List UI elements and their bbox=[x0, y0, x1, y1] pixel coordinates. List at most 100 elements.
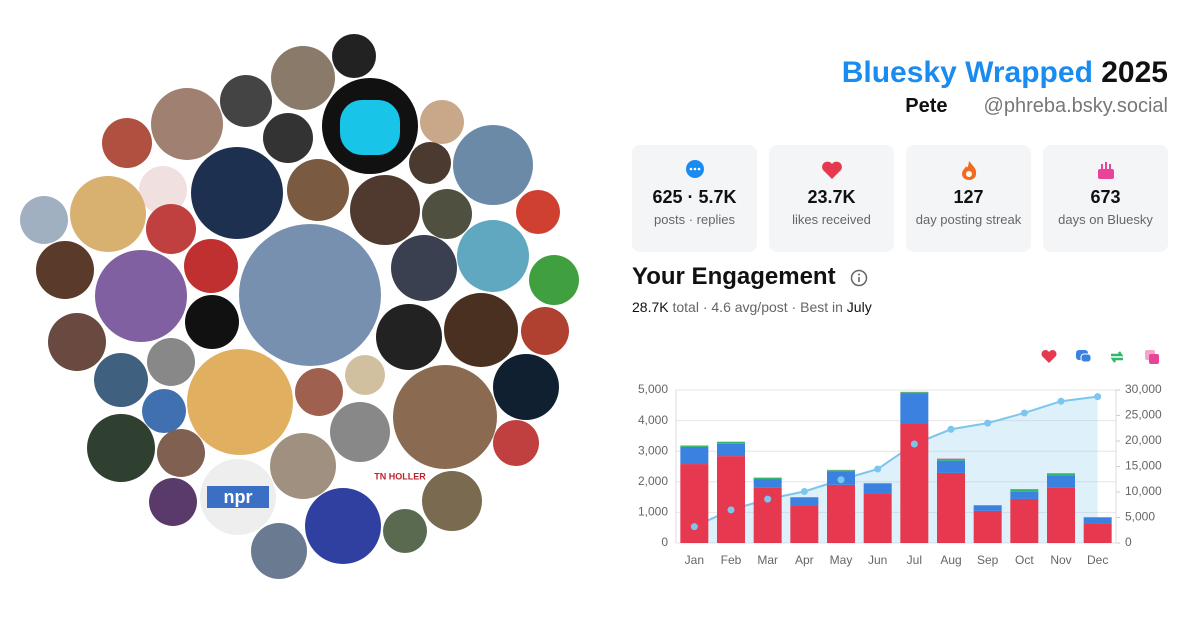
engagement-text: total · 4.6 avg/post · Best in bbox=[672, 299, 843, 315]
line-point bbox=[984, 419, 992, 427]
avatar bbox=[420, 100, 464, 144]
stat-icon bbox=[961, 161, 976, 180]
avatar bbox=[376, 304, 442, 370]
avatar bbox=[146, 204, 196, 254]
stat-icon bbox=[1097, 162, 1114, 179]
legend-icons bbox=[1041, 349, 1159, 364]
line-point bbox=[1020, 409, 1028, 417]
avatar bbox=[139, 166, 187, 214]
bar-segment bbox=[827, 484, 855, 543]
avatar-label: TN HOLLER bbox=[374, 471, 426, 481]
y-tick-label: 5,000 bbox=[638, 382, 668, 396]
line-point bbox=[690, 523, 698, 531]
engagement-summary: 28.7K total · 4.6 avg/post · Best in Jul… bbox=[632, 299, 872, 315]
stat-label: posts · replies bbox=[654, 212, 735, 227]
stat-label: day posting streak bbox=[915, 212, 1022, 227]
y-tick-label: 3,000 bbox=[638, 443, 668, 457]
y-tick-label: 4,000 bbox=[638, 413, 668, 427]
bar-segment bbox=[937, 458, 965, 461]
bar-segment bbox=[790, 498, 819, 506]
user-name: Pete bbox=[905, 95, 948, 117]
x-tick-label: Nov bbox=[1050, 553, 1071, 567]
avatar bbox=[36, 241, 94, 299]
legend-likes-icon bbox=[1041, 349, 1057, 363]
bar-segment bbox=[680, 464, 709, 543]
line-point bbox=[874, 465, 882, 473]
info-icon[interactable] bbox=[850, 269, 868, 287]
bar-segment bbox=[1047, 487, 1075, 543]
y2-tick-label: 20,000 bbox=[1125, 433, 1162, 447]
avatar bbox=[287, 159, 349, 221]
avatar bbox=[87, 414, 155, 482]
stat-card: 23.7K likes received bbox=[769, 145, 894, 252]
bar-segment bbox=[863, 493, 892, 543]
bar-segment bbox=[937, 472, 965, 543]
stat-value: 23.7K bbox=[807, 187, 856, 207]
bar-segment bbox=[973, 510, 1002, 543]
avatar bbox=[350, 175, 420, 245]
bar-segment bbox=[863, 483, 892, 494]
avatar bbox=[102, 118, 152, 168]
avatar bbox=[330, 402, 390, 462]
avatar bbox=[345, 355, 385, 395]
line-point bbox=[727, 506, 735, 514]
bar-segment bbox=[1083, 517, 1112, 524]
avatar bbox=[271, 46, 335, 110]
avatar bbox=[516, 190, 560, 234]
legend-replies-icon-2 bbox=[1080, 353, 1092, 363]
avatar bbox=[184, 239, 238, 293]
x-tick-label: Jun bbox=[868, 553, 887, 567]
avatar bbox=[305, 488, 381, 564]
bar-segment bbox=[863, 483, 892, 484]
avatar-cloud: npr TN HOLLER bbox=[20, 34, 579, 579]
stat-icon bbox=[821, 161, 842, 179]
bar-segment bbox=[1010, 498, 1039, 543]
avatar bbox=[191, 147, 283, 239]
stat-card: 127 day posting streak bbox=[906, 145, 1031, 252]
avatar bbox=[422, 471, 482, 531]
x-tick-label: Mar bbox=[757, 553, 778, 567]
avatar bbox=[95, 250, 187, 342]
bar-segment bbox=[790, 505, 819, 543]
stat-value: 625 · 5.7K bbox=[652, 187, 737, 207]
x-tick-label: Dec bbox=[1087, 553, 1108, 567]
legend-quotes-icon-2 bbox=[1149, 354, 1159, 364]
avatar bbox=[147, 338, 195, 386]
line-point bbox=[947, 425, 955, 433]
bar-segment bbox=[900, 393, 929, 424]
avatar bbox=[383, 509, 427, 553]
avatar bbox=[149, 478, 197, 526]
avatar bbox=[251, 523, 307, 579]
y2-tick-label: 30,000 bbox=[1125, 382, 1162, 396]
title-text: Bluesky Wrapped bbox=[841, 56, 1093, 89]
line-point bbox=[1094, 393, 1102, 401]
avatar bbox=[444, 293, 518, 367]
bar-segment bbox=[753, 477, 782, 480]
bar-segment bbox=[900, 392, 929, 394]
stat-card: 673 days on Bluesky bbox=[1043, 145, 1168, 252]
section-title: Your Engagement bbox=[632, 263, 868, 291]
npr-logo bbox=[207, 486, 269, 508]
avatar bbox=[270, 433, 336, 499]
avatar bbox=[70, 176, 146, 252]
stat-card: 625 · 5.7K posts · replies bbox=[632, 145, 757, 252]
x-tick-label: May bbox=[830, 553, 853, 567]
line-point bbox=[1057, 397, 1065, 405]
bar-segment bbox=[680, 445, 709, 447]
user: Pete @phreba.bsky.social bbox=[905, 95, 1168, 118]
bar-segment bbox=[1047, 475, 1075, 488]
bar-segment bbox=[680, 446, 709, 465]
bar-segment bbox=[753, 479, 782, 488]
avatar bbox=[157, 429, 205, 477]
x-tick-label: Jul bbox=[907, 553, 922, 567]
line-point bbox=[910, 440, 918, 448]
stat-value: 673 bbox=[1090, 187, 1121, 207]
stat-label: days on Bluesky bbox=[1058, 212, 1153, 227]
bar-segment bbox=[1010, 489, 1039, 492]
bar-segment bbox=[973, 505, 1002, 506]
avatar-label: npr bbox=[224, 487, 253, 507]
bar-segment bbox=[790, 497, 819, 499]
avatar bbox=[453, 125, 533, 205]
